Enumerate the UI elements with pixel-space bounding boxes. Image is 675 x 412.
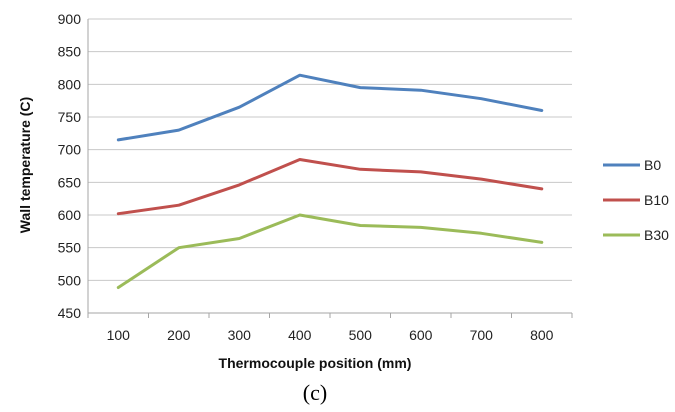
figure-caption: (c) [303, 380, 327, 405]
y-tick-label: 700 [58, 142, 82, 158]
x-tick-label: 500 [349, 327, 373, 343]
x-tick-label: 400 [288, 327, 312, 343]
x-tick-label: 800 [530, 327, 554, 343]
y-tick-label: 800 [58, 76, 82, 92]
y-axis-title: Wall temperature (C) [17, 97, 33, 233]
axes [87, 19, 573, 318]
series-line-b10 [116, 158, 544, 216]
legend: B0 B10 B30 [603, 157, 669, 243]
y-tick-label: 600 [58, 207, 82, 223]
series-line-b0 [116, 73, 544, 142]
x-tick-label: 100 [107, 327, 131, 343]
y-tick-label: 900 [58, 11, 82, 27]
y-tick-label: 450 [58, 305, 82, 321]
x-tick-labels: 100 200 300 400 500 600 700 800 [107, 327, 554, 343]
x-tick-label: 600 [409, 327, 433, 343]
x-tick-label: 200 [167, 327, 191, 343]
gridlines [88, 18, 572, 281]
y-tick-label: 650 [58, 174, 82, 190]
y-tick-label: 500 [58, 272, 82, 288]
y-tick-labels: 450 500 550 600 650 700 750 800 850 900 [58, 11, 82, 321]
legend-item-b10: B10 [603, 192, 669, 208]
legend-label: B30 [644, 227, 669, 243]
legend-item-b0: B0 [603, 157, 661, 173]
x-tick-label: 300 [228, 327, 252, 343]
legend-label: B10 [644, 192, 669, 208]
x-tick-label: 700 [470, 327, 494, 343]
legend-label: B0 [644, 157, 661, 173]
series-lines [116, 73, 544, 289]
y-tick-label: 550 [58, 240, 82, 256]
y-tick-label: 850 [58, 44, 82, 60]
series-line-b30 [116, 213, 544, 289]
x-axis-title: Thermocouple position (mm) [219, 355, 412, 371]
legend-item-b30: B30 [603, 227, 669, 243]
y-tick-label: 750 [58, 109, 82, 125]
